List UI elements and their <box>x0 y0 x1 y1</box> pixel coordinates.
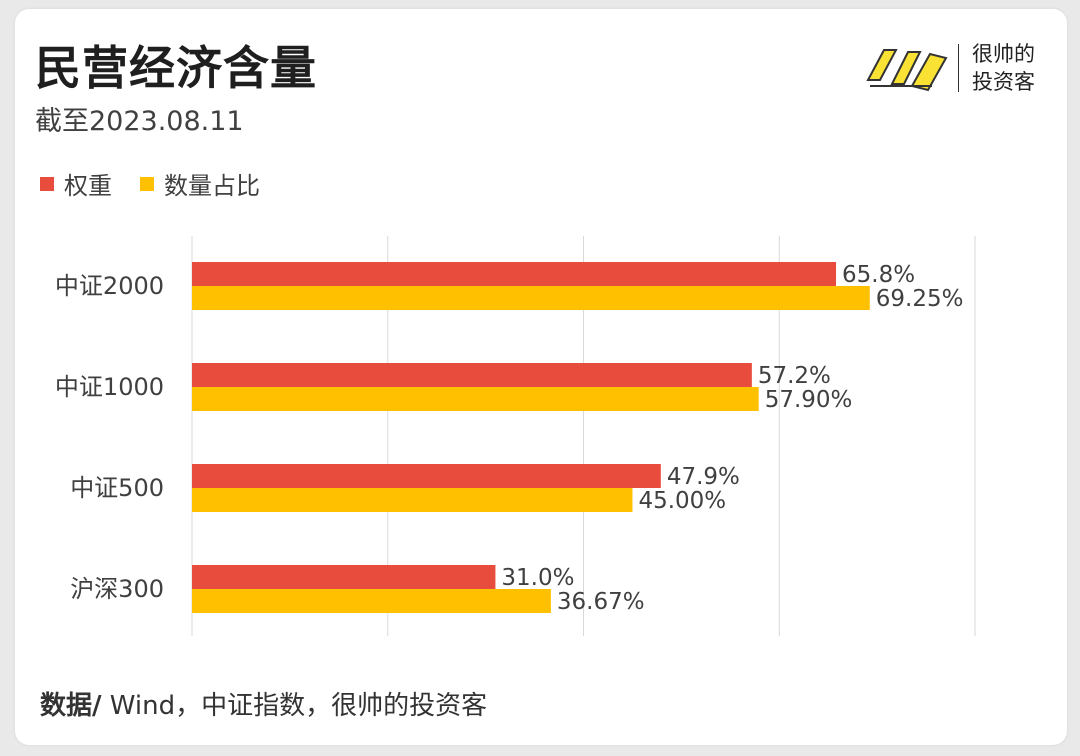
source-text: Wind，中证指数，很帅的投资客 <box>101 691 488 721</box>
page-subtitle: 截至2023.08.11 <box>35 106 244 137</box>
legend-item-weight: 权重 <box>40 166 112 201</box>
brand-name: 很帅的 投资客 <box>972 40 1035 96</box>
category-label: 沪深300 <box>70 575 164 603</box>
chart-legend: 权重 数量占比 <box>40 166 288 201</box>
data-label: 31.0% <box>501 565 574 591</box>
bar-chart: 中证2000 65.8%69.25% 中证1000 57.2%57.90% 中证500 4… <box>55 236 976 636</box>
legend-label-weight: 权重 <box>64 172 112 200</box>
legend-swatch-count <box>140 176 154 191</box>
legend-item-count: 数量占比 <box>140 166 260 201</box>
data-label: 36.67% <box>557 589 645 615</box>
data-label: 69.25% <box>876 286 964 312</box>
data-label: 57.2% <box>758 363 831 389</box>
bar-count <box>192 387 759 411</box>
data-label: 47.9% <box>667 464 740 490</box>
data-label: 57.90% <box>765 387 853 413</box>
brand-line-1: 很帅的 <box>972 42 1035 66</box>
source-label: 数据/ <box>40 691 102 721</box>
bar-weight <box>192 363 752 387</box>
brand-divider <box>958 44 959 92</box>
bar-count <box>192 589 551 613</box>
category-label: 中证500 <box>70 474 164 502</box>
legend-swatch-weight <box>40 176 54 191</box>
category-label: 中证2000 <box>55 272 164 300</box>
bar-weight <box>192 464 661 488</box>
brand-logo <box>866 49 948 92</box>
page-title: 民营经济含量 <box>35 41 317 95</box>
category-label: 中证1000 <box>55 373 164 401</box>
legend-label-count: 数量占比 <box>164 172 260 200</box>
bar-count <box>192 286 870 310</box>
data-label: 45.00% <box>638 488 726 514</box>
brand-mark-icon <box>866 49 948 92</box>
bar-count <box>192 488 633 512</box>
brand-line-2: 投资客 <box>972 70 1035 94</box>
bar-weight <box>192 565 496 589</box>
source-note: 数据/ Wind，中证指数，很帅的投资客 <box>40 688 487 724</box>
data-label: 65.8% <box>842 262 915 288</box>
bar-weight <box>192 262 837 286</box>
